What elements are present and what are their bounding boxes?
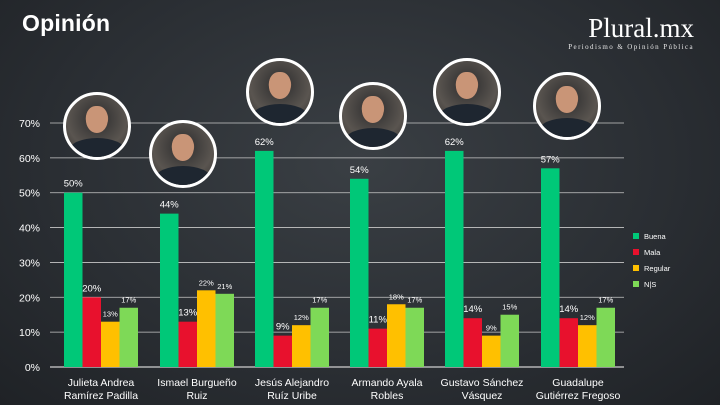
candidate-photo-6 (533, 72, 601, 140)
x-tick-label: Ruíz Uribe (267, 390, 317, 402)
chart-title: Opinión (22, 10, 111, 36)
legend-item-mala: Mala (633, 244, 670, 260)
y-tick-label: 50% (19, 188, 40, 200)
data-label: 17% (407, 296, 422, 305)
bar (82, 297, 101, 367)
candidate-photo-5 (433, 58, 501, 126)
candidate-photo-4 (339, 82, 407, 150)
x-tick-label: Gutiérrez Fregoso (536, 390, 621, 402)
x-tick-label: Gustavo Sánchez (441, 377, 524, 389)
data-label: 17% (121, 296, 136, 305)
bar (292, 325, 311, 367)
bar (541, 168, 560, 367)
bar (463, 318, 482, 367)
legend-swatch-ns (633, 281, 639, 287)
legend-item-ns: N|S (633, 276, 670, 292)
bar (119, 307, 138, 367)
bar (101, 321, 120, 367)
brand-logo: Plural.mx Periodismo & Opinión Pública (568, 14, 694, 51)
bar (578, 325, 597, 367)
legend-item-buena: Buena (633, 228, 670, 244)
bar (445, 150, 464, 367)
data-label: 15% (502, 303, 517, 312)
x-tick-label: Vásquez (462, 390, 503, 402)
y-tick-label: 0% (25, 362, 40, 374)
legend-label-regular: Regular (644, 263, 671, 273)
legend-label-buena: Buena (644, 231, 666, 241)
bar (273, 335, 292, 367)
bar (178, 321, 197, 367)
data-label: 11% (369, 315, 388, 326)
bar (368, 328, 387, 367)
data-label: 62% (445, 137, 465, 148)
x-tick-label: Ruiz (186, 390, 207, 402)
x-tick-label: Armando Ayala (351, 377, 422, 389)
bar (255, 150, 274, 367)
bar (350, 178, 369, 367)
bar (64, 192, 83, 367)
legend-label-mala: Mala (644, 247, 661, 257)
data-label: 14% (559, 304, 579, 315)
bar (197, 290, 216, 367)
y-tick-label: 60% (19, 153, 40, 165)
bar (482, 335, 501, 367)
brand-name: Plural.mx (588, 13, 694, 43)
legend-label-ns: N|S (644, 279, 657, 289)
candidate-photo-3 (246, 58, 314, 126)
data-label: 44% (160, 200, 180, 211)
data-label: 14% (463, 304, 483, 315)
y-tick-label: 30% (19, 257, 40, 269)
x-tick-label: Ramírez Padilla (64, 390, 138, 402)
y-tick-label: 40% (19, 223, 40, 235)
y-tick-label: 20% (19, 292, 40, 304)
data-label: 9% (276, 322, 290, 333)
chart-legend: Buena Mala Regular N|S (633, 228, 670, 292)
data-label: 54% (350, 165, 370, 176)
y-tick-label: 70% (19, 118, 40, 130)
data-label: 13% (178, 308, 198, 319)
legend-item-regular: Regular (633, 260, 670, 276)
x-tick-label: Robles (371, 390, 404, 402)
data-label: 13% (103, 310, 118, 319)
bar (559, 318, 578, 367)
data-label: 9% (486, 324, 497, 333)
data-label: 17% (312, 296, 327, 305)
bar (387, 304, 406, 367)
data-label: 12% (294, 313, 309, 322)
x-tick-label: Jesús Alejandro (255, 377, 329, 389)
bar (215, 293, 234, 367)
bar (310, 307, 329, 367)
x-tick-label: Julieta Andrea (68, 377, 135, 389)
data-label: 21% (217, 282, 232, 291)
candidate-photo-2 (149, 120, 217, 188)
data-label: 18% (389, 292, 404, 301)
bar (160, 213, 179, 367)
legend-swatch-regular (633, 265, 639, 271)
x-tick-label: Guadalupe (552, 377, 604, 389)
brand-tagline: Periodismo & Opinión Pública (568, 43, 694, 51)
bar (500, 314, 519, 367)
bar (596, 307, 615, 367)
data-label: 57% (541, 154, 561, 165)
y-tick-label: 10% (19, 327, 40, 339)
bar (405, 307, 424, 367)
legend-swatch-mala (633, 249, 639, 255)
candidate-photo-1 (63, 92, 131, 160)
data-label: 17% (598, 296, 613, 305)
data-label: 12% (580, 313, 595, 322)
legend-swatch-buena (633, 233, 639, 239)
data-label: 62% (255, 137, 275, 148)
data-label: 20% (82, 283, 102, 294)
data-label: 50% (64, 179, 84, 190)
x-tick-label: Ismael Burgueño (157, 377, 237, 389)
data-label: 22% (199, 278, 214, 287)
